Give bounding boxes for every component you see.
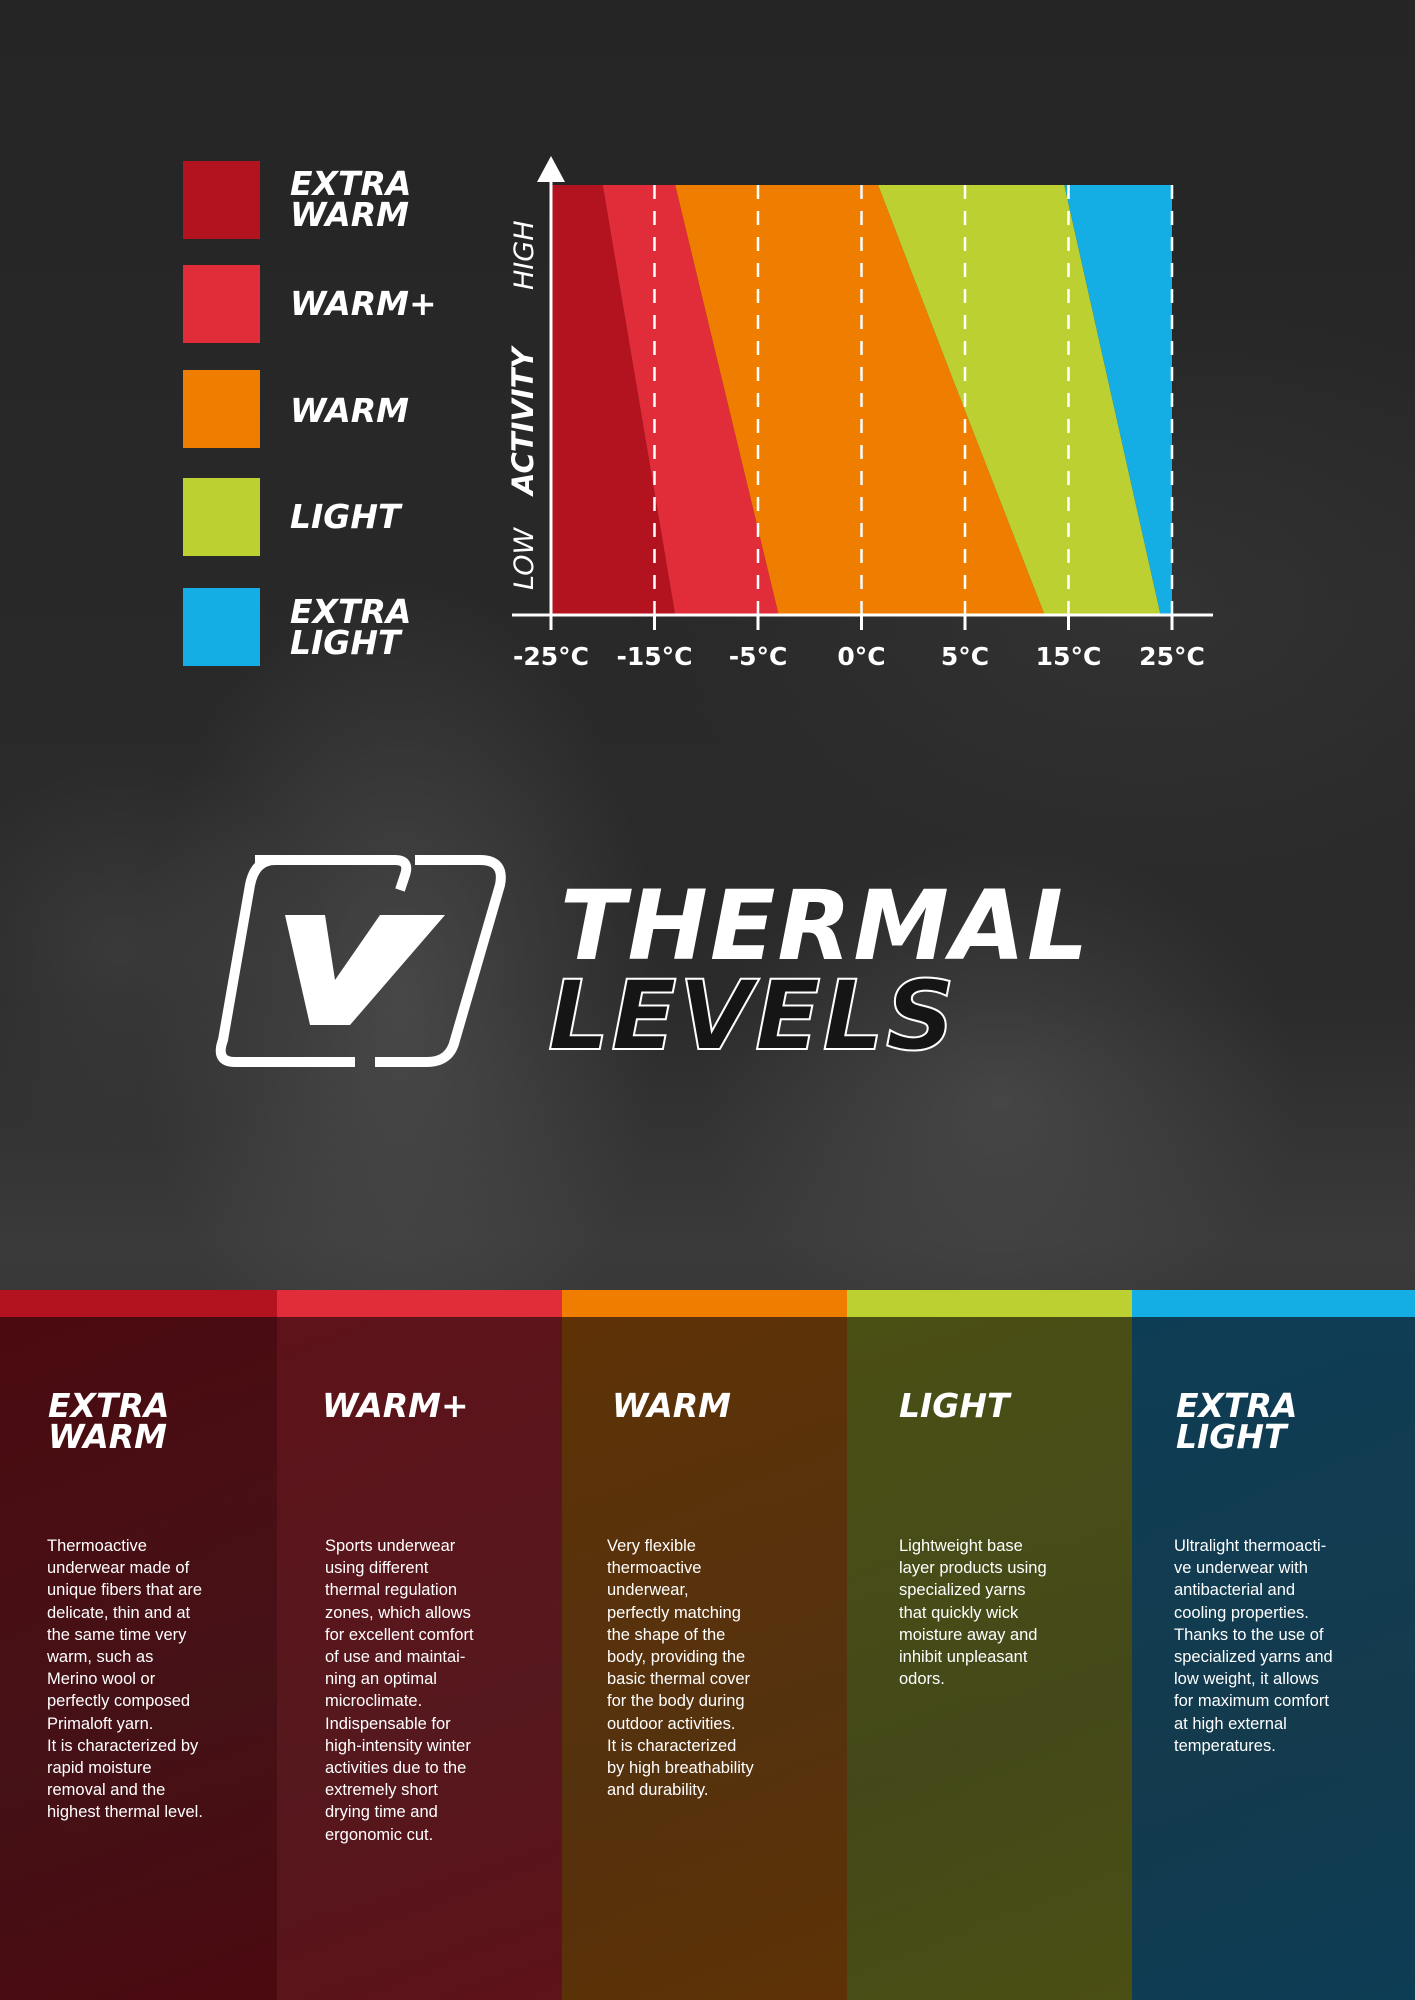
legend-label-warm-plus: WARM+ [290, 284, 437, 323]
legend-label-warm: WARM [290, 391, 410, 430]
x-tick-label: -5°C [729, 642, 788, 671]
legend-label-light: LIGHT [290, 497, 401, 536]
column-heading: EXTRA LIGHT [1176, 1386, 1298, 1456]
x-tick-label: 5°C [941, 642, 989, 671]
column-panel [277, 1317, 562, 2000]
legend-swatch-light [183, 478, 260, 556]
thermal-chart: -25°C -15°C -5°C 0°C 5°C 15°C 25°C LOW ACTIVIT… [506, 156, 1213, 671]
y-axis-arrow-icon [537, 156, 565, 182]
legend-swatch-extra-light [183, 588, 260, 666]
column-description: Lightweight base layer products using sp… [899, 1537, 1047, 1689]
column-stripe [1132, 1290, 1415, 1317]
zone-warm [675, 185, 1045, 615]
column-heading: EXTRA WARM [48, 1386, 170, 1456]
legend-swatch-warm-plus [183, 265, 260, 343]
column-stripe [847, 1290, 1132, 1317]
y-axis-label: ACTIVITY [506, 345, 540, 497]
legend-label-extra-light: EXTRA LIGHT [290, 592, 412, 662]
column-panel [847, 1317, 1132, 2000]
legend-swatch-extra-warm [183, 161, 260, 239]
x-tick-label: -15°C [616, 642, 692, 671]
column-description: Ultralight thermoacti- ve underwear with… [1174, 1537, 1333, 1755]
zone-extra-light [1064, 185, 1172, 615]
zone-light [878, 185, 1161, 615]
x-tick-label: -25°C [513, 642, 589, 671]
x-tick-label: 15°C [1036, 642, 1102, 671]
column-panel [562, 1317, 847, 2000]
y-label-low: LOW [509, 527, 540, 590]
brand-logo [215, 855, 506, 1067]
x-tick-label: 25°C [1139, 642, 1205, 671]
column-panel [0, 1317, 277, 2000]
column-stripe [277, 1290, 562, 1317]
column-heading: WARM [612, 1386, 732, 1425]
zone-warm- [602, 185, 779, 615]
title-levels: LEVELS [547, 959, 957, 1073]
column-description: Sports underwear using different thermal… [325, 1537, 474, 1844]
y-label-high: HIGH [509, 221, 540, 291]
zone-extra-warm [551, 185, 676, 615]
column-heading: LIGHT [899, 1386, 1010, 1425]
column-stripe [0, 1290, 277, 1317]
column-heading: WARM+ [322, 1386, 469, 1425]
x-tick-label: 0°C [837, 642, 885, 671]
legend-label-extra-warm: EXTRA WARM [290, 164, 412, 234]
legend-swatch-warm [183, 370, 260, 448]
column-panel [1132, 1317, 1415, 2000]
column-stripe [562, 1290, 847, 1317]
title-thermal: THERMAL [560, 870, 1091, 982]
column-description: Thermoactive underwear made of unique fi… [47, 1537, 203, 1822]
column-description: Very flexible thermoactive underwear, pe… [607, 1537, 754, 1800]
